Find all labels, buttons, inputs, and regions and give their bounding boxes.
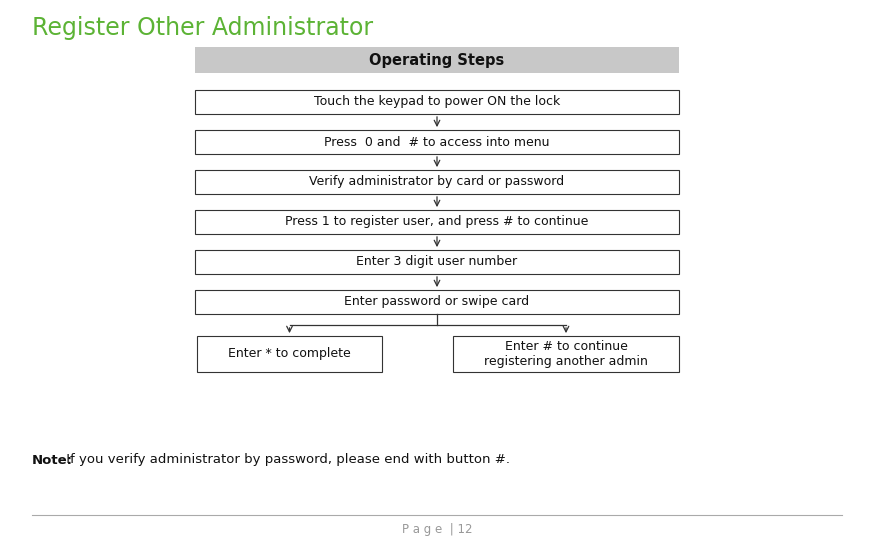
Text: P a g e  | 12: P a g e | 12 [402,523,472,537]
Text: Operating Steps: Operating Steps [370,53,504,67]
Bar [195,250,679,274]
Bar [195,47,679,73]
Bar [453,336,679,372]
Bar [195,130,679,154]
Text: Note:: Note: [32,453,73,467]
Text: Enter 3 digit user number: Enter 3 digit user number [357,255,517,269]
Text: Enter password or swipe card: Enter password or swipe card [344,295,530,309]
Text: Enter * to complete: Enter * to complete [228,347,350,360]
Text: Verify administrator by card or password: Verify administrator by card or password [309,176,565,189]
Text: Touch the keypad to power ON the lock: Touch the keypad to power ON the lock [314,96,560,108]
Bar [195,290,679,314]
Text: Press 1 to register user, and press # to continue: Press 1 to register user, and press # to… [285,216,589,229]
Bar [195,170,679,194]
Bar [195,90,679,114]
Bar [195,210,679,234]
Bar [197,336,382,372]
Text: If you verify administrator by password, please end with button #.: If you verify administrator by password,… [62,453,510,467]
Text: Register Other Administrator: Register Other Administrator [32,16,373,40]
Text: Press  0 and  # to access into menu: Press 0 and # to access into menu [324,136,550,148]
Text: Enter # to continue
registering another admin: Enter # to continue registering another … [484,340,648,368]
